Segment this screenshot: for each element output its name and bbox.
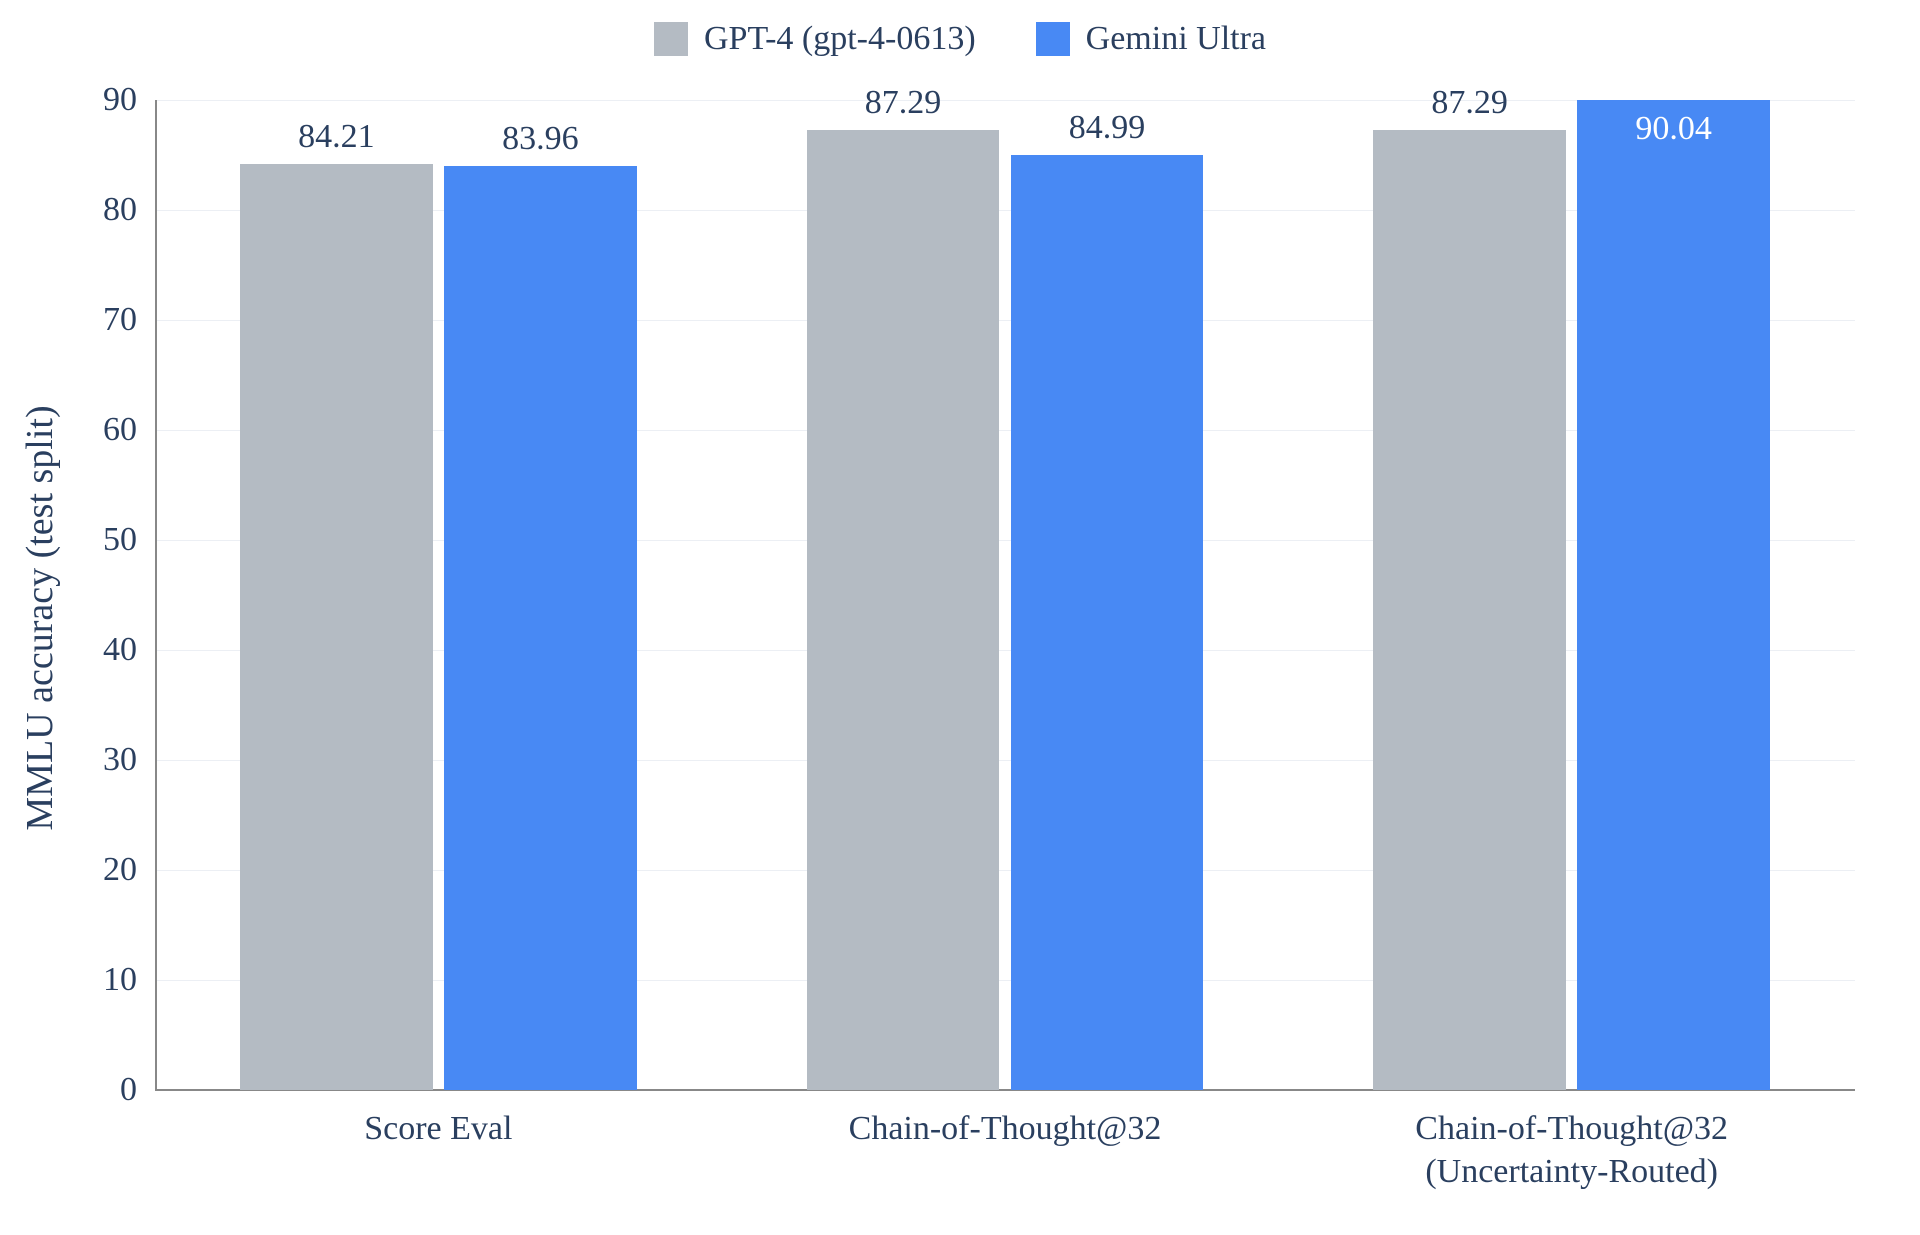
bar-value-label: 90.04 [1635,110,1712,156]
y-tick-label: 60 [103,411,155,449]
bar: 90.04 [1577,100,1770,1090]
y-tick-label: 90 [103,81,155,119]
y-axis-title: MMLU accuracy (test split) [18,405,62,830]
x-tick-label: Score Eval [364,1090,512,1151]
y-tick-label: 0 [120,1071,155,1109]
x-tick-label: Chain-of-Thought@32 (Uncertainty-Routed) [1415,1090,1728,1193]
x-tick-label: Chain-of-Thought@32 [849,1090,1162,1151]
bar: 87.29 [807,130,1000,1090]
chart-container: GPT-4 (gpt-4-0613) Gemini Ultra MMLU acc… [0,0,1920,1235]
y-axis-line [155,100,157,1090]
plot-area: 0102030405060708090Score Eval84.2183.96C… [155,100,1855,1090]
bar: 83.96 [444,166,637,1090]
bar: 87.29 [1373,130,1566,1090]
y-tick-label: 20 [103,851,155,889]
y-tick-label: 70 [103,301,155,339]
y-tick-label: 80 [103,191,155,229]
y-tick-label: 50 [103,521,155,559]
y-tick-label: 10 [103,961,155,999]
bar-value-label: 83.96 [502,120,579,166]
bar: 84.99 [1011,155,1204,1090]
y-tick-label: 30 [103,741,155,779]
legend-swatch [1036,22,1070,56]
bar-value-label: 87.29 [865,84,942,130]
legend: GPT-4 (gpt-4-0613) Gemini Ultra [0,20,1920,58]
bar-value-label: 84.99 [1069,109,1146,155]
legend-swatch [654,22,688,56]
legend-item-gemini: Gemini Ultra [1036,20,1266,58]
y-tick-label: 40 [103,631,155,669]
legend-label: Gemini Ultra [1086,20,1266,58]
legend-item-gpt4: GPT-4 (gpt-4-0613) [654,20,976,58]
legend-label: GPT-4 (gpt-4-0613) [704,20,976,58]
bar-value-label: 87.29 [1431,84,1508,130]
bar: 84.21 [240,164,433,1090]
bar-value-label: 84.21 [298,118,375,164]
